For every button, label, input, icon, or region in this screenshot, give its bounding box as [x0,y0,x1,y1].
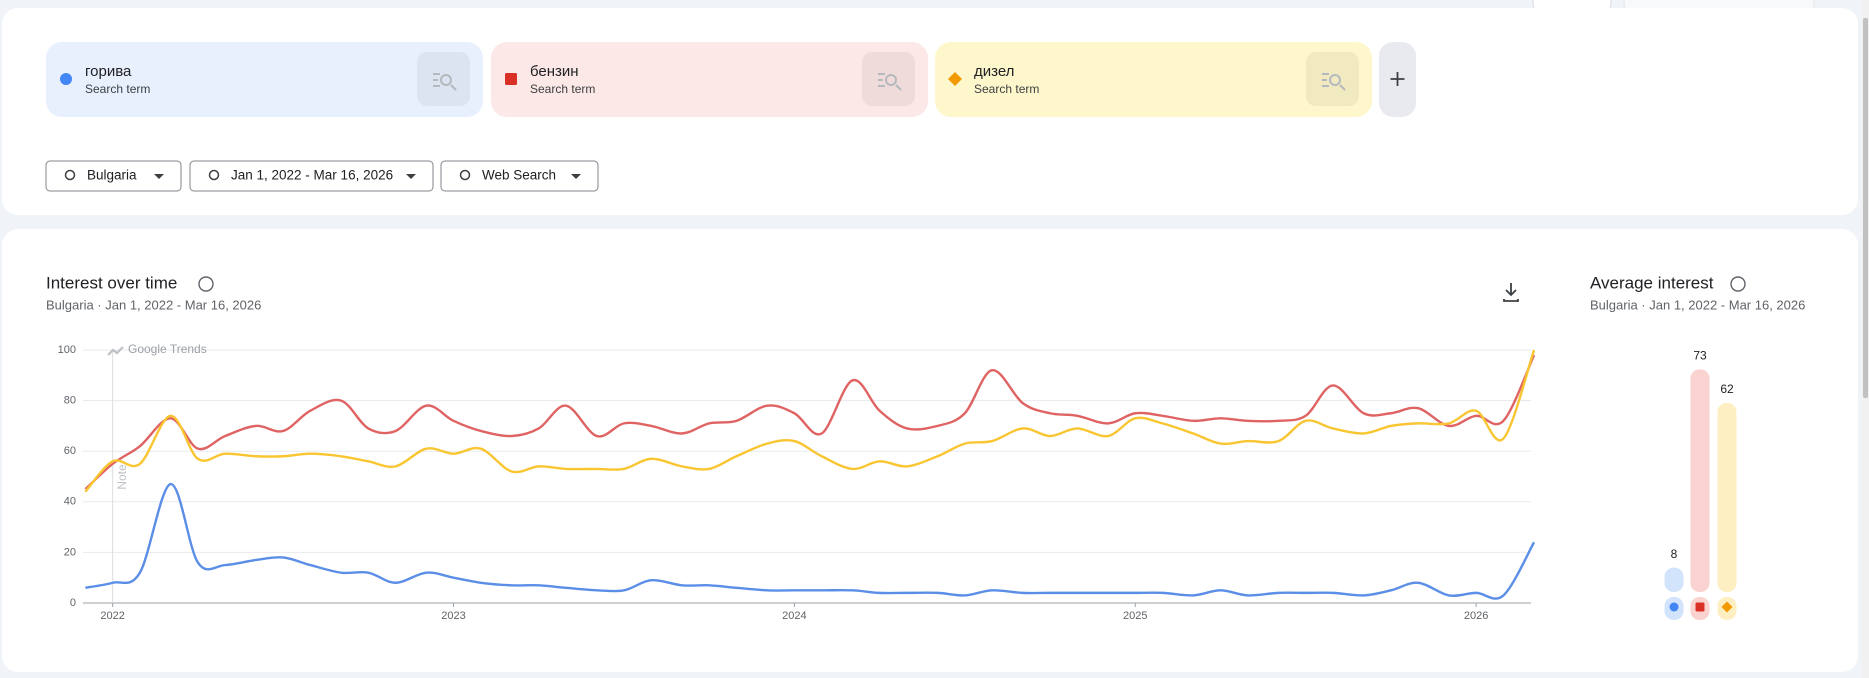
average-value: 8 [1671,547,1678,561]
x-tick-label: 2026 [1464,610,1488,622]
y-tick-label: 40 [64,496,76,508]
filter-box [189,160,434,192]
results-card [2,229,1858,672]
compare-button[interactable] [862,52,915,106]
term-icon [505,73,517,85]
average-subtitle: Bulgaria · Jan 1, 2022 - Mar 16, 2026 [1590,297,1805,312]
filter-dropdown[interactable]: Web Search [440,160,599,192]
term-label: горива [85,63,132,80]
compare-icon [1322,73,1346,91]
term-icon [1695,602,1705,612]
term-icon [948,72,962,86]
x-tick-label: 2023 [441,610,465,622]
caret [154,174,164,179]
filter-label: Bulgaria [87,168,137,183]
download-icon[interactable] [1503,283,1519,302]
series-line [85,482,1536,600]
compare-icon [440,74,452,86]
term-icon [1721,601,1733,613]
chart-subtitle: Bulgaria · Jan 1, 2022 - Mar 16, 2026 [46,297,261,312]
term-chip[interactable]: дизел Search term [935,42,1372,117]
info-icon[interactable] [198,276,214,292]
filter-icon [459,169,471,181]
y-tick-label: 100 [58,344,76,356]
filter-label: Jan 1, 2022 - Mar 16, 2026 [231,168,393,183]
filter-box [440,160,599,192]
info-icon[interactable] [1730,276,1746,292]
filter-icon [208,169,220,181]
chart-title: Interest over time [46,273,177,292]
average-title: Average interest [1590,273,1714,292]
caret [406,174,416,179]
average-value: 62 [1720,382,1734,396]
plus-icon [1390,72,1405,86]
watermark: Google Trends [128,342,207,356]
chip-bg [491,42,928,117]
term-sublabel: Search term [530,82,595,96]
x-tick-label: 2022 [100,610,124,622]
term-label: бензин [530,63,579,80]
term-label: дизел [974,63,1014,80]
filter-dropdown[interactable]: Jan 1, 2022 - Mar 16, 2026 [189,160,434,192]
compare-icon [885,74,897,86]
caret [571,174,581,179]
average-bar [1717,402,1737,592]
x-tick-label: 2024 [782,610,806,622]
y-tick-label: 60 [64,445,76,457]
term-sublabel: Search term [85,82,150,96]
filter-icon [64,169,76,181]
term-icon [60,73,72,85]
term-icon [1669,602,1679,612]
series-line [84,354,1536,491]
note-label: Note [115,464,129,490]
filter-label: Web Search [482,168,556,183]
scroll-thumb[interactable] [1863,18,1868,398]
trends-logo [107,346,124,356]
compare-icon [433,73,457,91]
chip-bg [935,42,1372,117]
series-line [84,349,1536,493]
average-bar [1690,369,1710,592]
y-tick-label: 80 [64,395,76,407]
term-chip[interactable]: бензин Search term [491,42,928,117]
average-bar [1664,567,1684,592]
chip-bg [46,42,483,117]
x-tick-label: 2025 [1123,610,1147,622]
filter-box [45,160,182,192]
y-tick-label: 20 [64,546,76,558]
average-value: 73 [1693,349,1707,363]
y-tick-label: 0 [70,597,76,609]
term-sublabel: Search term [974,82,1039,96]
filter-dropdown[interactable]: Bulgaria [45,160,182,192]
term-chip[interactable]: горива Search term [46,42,483,117]
compare-icon [1329,74,1341,86]
compare-button[interactable] [1306,52,1359,106]
compare-icon [878,73,902,91]
compare-button[interactable] [417,52,470,106]
